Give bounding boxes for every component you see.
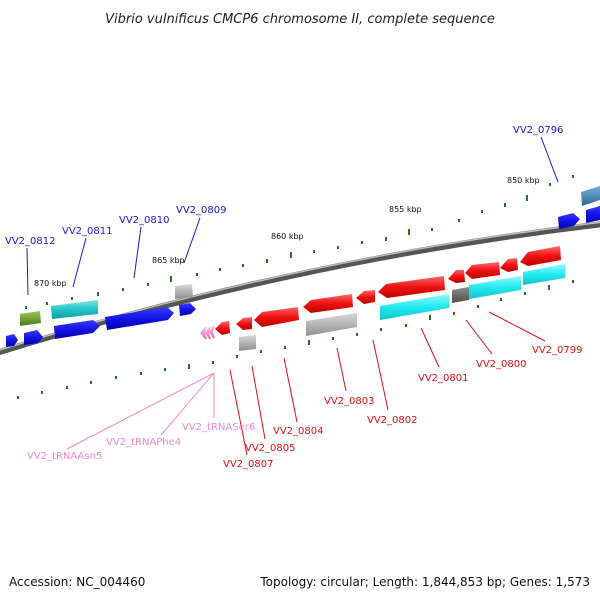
trna-mark[interactable] xyxy=(205,327,211,339)
gene-label-vv2-0802[interactable]: VV2_0802 xyxy=(367,415,418,426)
gene-arrow-fwd[interactable] xyxy=(105,307,174,330)
tick-marks-inner xyxy=(17,280,574,399)
tick-label-855kbp: 855 kbp xyxy=(389,205,422,214)
tick-marks-outer xyxy=(25,175,574,309)
reverse-strand-genes xyxy=(200,246,565,351)
gene-arrow-rev[interactable] xyxy=(520,246,561,266)
gene-label-vv2-0801[interactable]: VV2_0801 xyxy=(418,373,469,384)
gene-arrow-rev[interactable] xyxy=(448,270,465,283)
gene-block-rev[interactable] xyxy=(469,276,521,299)
gene-arrow-fwd[interactable] xyxy=(24,330,43,345)
gene-label-vv2-0810[interactable]: VV2_0810 xyxy=(119,215,170,226)
gene-arrow-rev[interactable] xyxy=(215,321,230,335)
gene-arrow-rev[interactable] xyxy=(356,290,375,304)
gene-block-fwd[interactable] xyxy=(20,311,41,326)
gene-label-vv2-trnaasn5[interactable]: VV2_tRNAAsn5 xyxy=(27,451,102,462)
trna-mark[interactable] xyxy=(200,327,207,339)
gene-arrow-rev[interactable] xyxy=(254,307,299,327)
gene-block-fwd[interactable] xyxy=(175,284,193,299)
tick-label-865kbp: 865 kbp xyxy=(152,256,185,265)
gene-arrow-fwd[interactable] xyxy=(179,303,196,316)
gene-label-vv2-trnaser6[interactable]: VV2_tRNASer6 xyxy=(182,422,255,433)
gene-label-vv2-0803[interactable]: VV2_0803 xyxy=(324,396,375,407)
gene-arrow-rev[interactable] xyxy=(465,262,500,279)
gene-block-fwd[interactable] xyxy=(51,300,98,319)
gene-label-vv2-0805[interactable]: VV2_0805 xyxy=(245,443,296,454)
gene-label-vv2-0804[interactable]: VV2_0804 xyxy=(273,426,324,437)
trna-mark[interactable] xyxy=(209,326,215,338)
leader-lines xyxy=(26,136,559,456)
gene-arrow-fwd[interactable] xyxy=(586,206,600,223)
gene-arrow-fwd[interactable] xyxy=(54,320,100,339)
gene-arrow-fwd[interactable] xyxy=(581,186,600,206)
gene-block-rev[interactable] xyxy=(306,313,357,336)
gene-label-vv2-0811[interactable]: VV2_0811 xyxy=(62,226,113,237)
accession-text: Accession: NC_004460 xyxy=(9,575,145,589)
gene-arrow-fwd[interactable] xyxy=(6,334,18,347)
gene-block-rev[interactable] xyxy=(452,287,469,303)
summary-text: Topology: circular; Length: 1,844,853 bp… xyxy=(259,575,590,589)
forward-strand-genes xyxy=(6,186,600,347)
gene-label-vv2-0800[interactable]: VV2_0800 xyxy=(476,359,527,370)
tick-label-860kbp: 860 kbp xyxy=(271,232,304,241)
gene-block-rev[interactable] xyxy=(380,294,449,320)
gene-arrow-rev[interactable] xyxy=(500,258,518,272)
gene-block-rev[interactable] xyxy=(523,264,565,285)
gene-arrow-rev[interactable] xyxy=(236,317,252,330)
gene-arrow-rev[interactable] xyxy=(303,294,353,313)
gene-label-vv2-0809[interactable]: VV2_0809 xyxy=(176,205,227,216)
map-title: Vibrio vulnificus CMCP6 chromosome II, c… xyxy=(105,12,495,27)
gene-label-vv2-0812[interactable]: VV2_0812 xyxy=(5,236,56,247)
gene-arrow-fwd[interactable] xyxy=(558,213,580,229)
gene-arrow-rev[interactable] xyxy=(378,276,445,298)
gene-label-vv2-trnaphe4[interactable]: VV2_tRNAPhe4 xyxy=(106,437,181,448)
tick-label-850kbp: 850 kbp xyxy=(507,176,540,185)
gene-label-vv2-0796[interactable]: VV2_0796 xyxy=(513,125,564,136)
gene-block-rev[interactable] xyxy=(239,335,256,351)
gene-label-vv2-0807[interactable]: VV2_0807 xyxy=(223,459,274,470)
tick-label-870kbp: 870 kbp xyxy=(34,279,67,288)
gene-label-vv2-0799[interactable]: VV2_0799 xyxy=(532,345,583,356)
